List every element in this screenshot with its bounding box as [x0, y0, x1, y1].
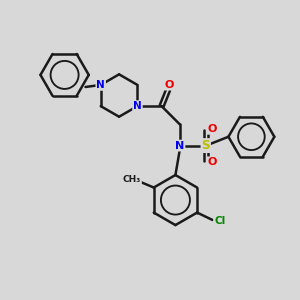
Text: S: S	[202, 139, 210, 152]
Text: O: O	[165, 80, 174, 90]
Text: O: O	[208, 158, 217, 167]
Text: N: N	[96, 80, 105, 90]
Text: Cl: Cl	[214, 216, 225, 226]
Text: N: N	[133, 101, 142, 111]
Text: CH₃: CH₃	[123, 175, 141, 184]
Text: O: O	[208, 124, 217, 134]
Text: N: N	[175, 141, 184, 151]
